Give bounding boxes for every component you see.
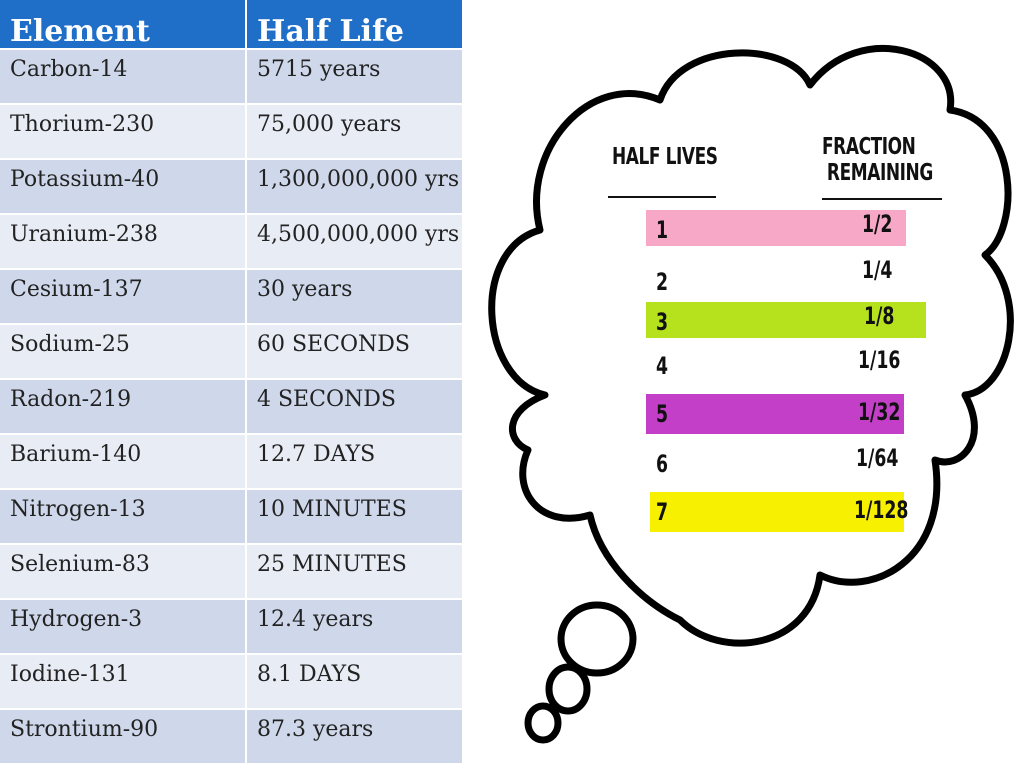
half-life-cell: 30 years: [247, 270, 462, 325]
half-life-cell: 60 SECONDS: [247, 325, 462, 380]
fraction-header-line2: REMAINING: [826, 160, 933, 186]
half-lives-value: 5: [656, 400, 669, 428]
table-row: Selenium-83 25 MINUTES: [0, 545, 462, 600]
half-life-row-1: 1 1/2: [646, 210, 906, 246]
half-life-cell: 10 MINUTES: [247, 490, 462, 545]
half-life-row-4: 4 1/16: [646, 346, 906, 382]
table-row: Nitrogen-13 10 MINUTES: [0, 490, 462, 545]
half-life-cell: 12.7 DAYS: [247, 435, 462, 490]
column-header-half-life: Half Life: [247, 0, 462, 50]
half-life-table: Element Half Life Carbon-14 5715 years T…: [0, 0, 462, 765]
half-lives-underline: [608, 196, 716, 198]
column-header-element: Element: [0, 0, 247, 50]
table-row: Strontium-90 87.3 years: [0, 710, 462, 765]
fraction-remaining-header: FRACTION REMAINING: [822, 134, 933, 186]
half-life-cell: 4,500,000,000 yrs: [247, 215, 462, 270]
element-cell: Barium-140: [0, 435, 247, 490]
fraction-value: 1/8: [864, 302, 895, 330]
element-cell: Thorium-230: [0, 105, 247, 160]
fraction-underline: [822, 198, 942, 200]
half-lives-value: 3: [656, 308, 669, 336]
element-cell: Cesium-137: [0, 270, 247, 325]
table-row: Cesium-137 30 years: [0, 270, 462, 325]
element-cell: Hydrogen-3: [0, 600, 247, 655]
element-cell: Selenium-83: [0, 545, 247, 600]
table-row: Hydrogen-3 12.4 years: [0, 600, 462, 655]
half-lives-fraction-table: HALF LIVES FRACTION REMAINING 1 1/2 2 1/…: [600, 130, 960, 550]
element-cell: Strontium-90: [0, 710, 247, 765]
element-cell: Nitrogen-13: [0, 490, 247, 545]
element-cell: Carbon-14: [0, 50, 247, 105]
fraction-value: 1/64: [856, 444, 899, 472]
table-header-row: Element Half Life: [0, 0, 462, 50]
half-life-cell: 87.3 years: [247, 710, 462, 765]
thought-bubble-large: [557, 601, 637, 677]
half-life-row-2: 2 1/4: [646, 256, 906, 296]
half-lives-value: 7: [656, 498, 669, 526]
half-life-cell: 12.4 years: [247, 600, 462, 655]
table-row: Potassium-40 1,300,000,000 yrs: [0, 160, 462, 215]
half-lives-value: 2: [656, 268, 669, 296]
element-cell: Radon-219: [0, 380, 247, 435]
fraction-value: 1/4: [862, 256, 893, 284]
fraction-value: 1/32: [858, 398, 901, 426]
fraction-value: 1/2: [862, 210, 893, 238]
half-life-row-5: 5 1/32: [646, 394, 904, 434]
element-cell: Uranium-238: [0, 215, 247, 270]
fraction-value: 1/16: [858, 346, 901, 374]
table-row: Uranium-238 4,500,000,000 yrs: [0, 215, 462, 270]
thought-bubble-small: [524, 702, 562, 744]
element-cell: Sodium-25: [0, 325, 247, 380]
half-lives-value: 1: [656, 216, 669, 244]
half-life-row-3: 3 1/8: [646, 302, 926, 338]
table-row: Iodine-131 8.1 DAYS: [0, 655, 462, 710]
element-cell: Potassium-40: [0, 160, 247, 215]
half-life-cell: 75,000 years: [247, 105, 462, 160]
fraction-value: 1/128: [854, 496, 909, 524]
half-life-row-7: 7 1/128: [650, 492, 908, 532]
half-life-row-6: 6 1/64: [646, 444, 906, 480]
thought-bubble-medium: [545, 663, 591, 715]
table-row: Sodium-25 60 SECONDS: [0, 325, 462, 380]
half-life-cell: 1,300,000,000 yrs: [247, 160, 462, 215]
half-lives-value: 4: [656, 352, 669, 380]
fraction-header-line1: FRACTION: [822, 134, 916, 160]
table-row: Thorium-230 75,000 years: [0, 105, 462, 160]
half-life-cell: 5715 years: [247, 50, 462, 105]
half-life-cell: 4 SECONDS: [247, 380, 462, 435]
table-row: Carbon-14 5715 years: [0, 50, 462, 105]
table-row: Radon-219 4 SECONDS: [0, 380, 462, 435]
half-life-cell: 8.1 DAYS: [247, 655, 462, 710]
half-life-cell: 25 MINUTES: [247, 545, 462, 600]
element-cell: Iodine-131: [0, 655, 247, 710]
half-lives-value: 6: [656, 450, 669, 478]
table-row: Barium-140 12.7 DAYS: [0, 435, 462, 490]
half-lives-header: HALF LIVES: [612, 144, 718, 170]
